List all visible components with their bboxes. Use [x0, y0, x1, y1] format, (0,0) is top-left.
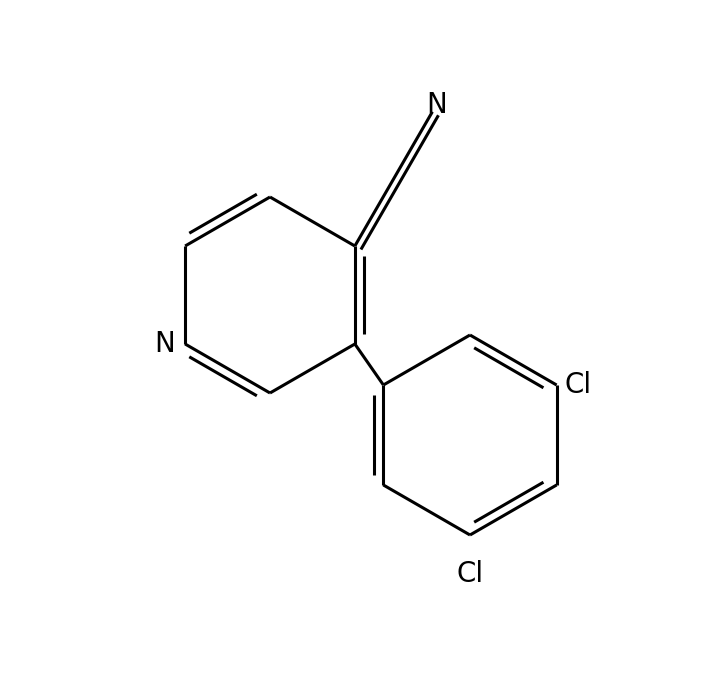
Text: Cl: Cl	[565, 371, 592, 399]
Text: Cl: Cl	[457, 560, 484, 588]
Text: N: N	[426, 91, 447, 119]
Text: N: N	[155, 330, 175, 358]
